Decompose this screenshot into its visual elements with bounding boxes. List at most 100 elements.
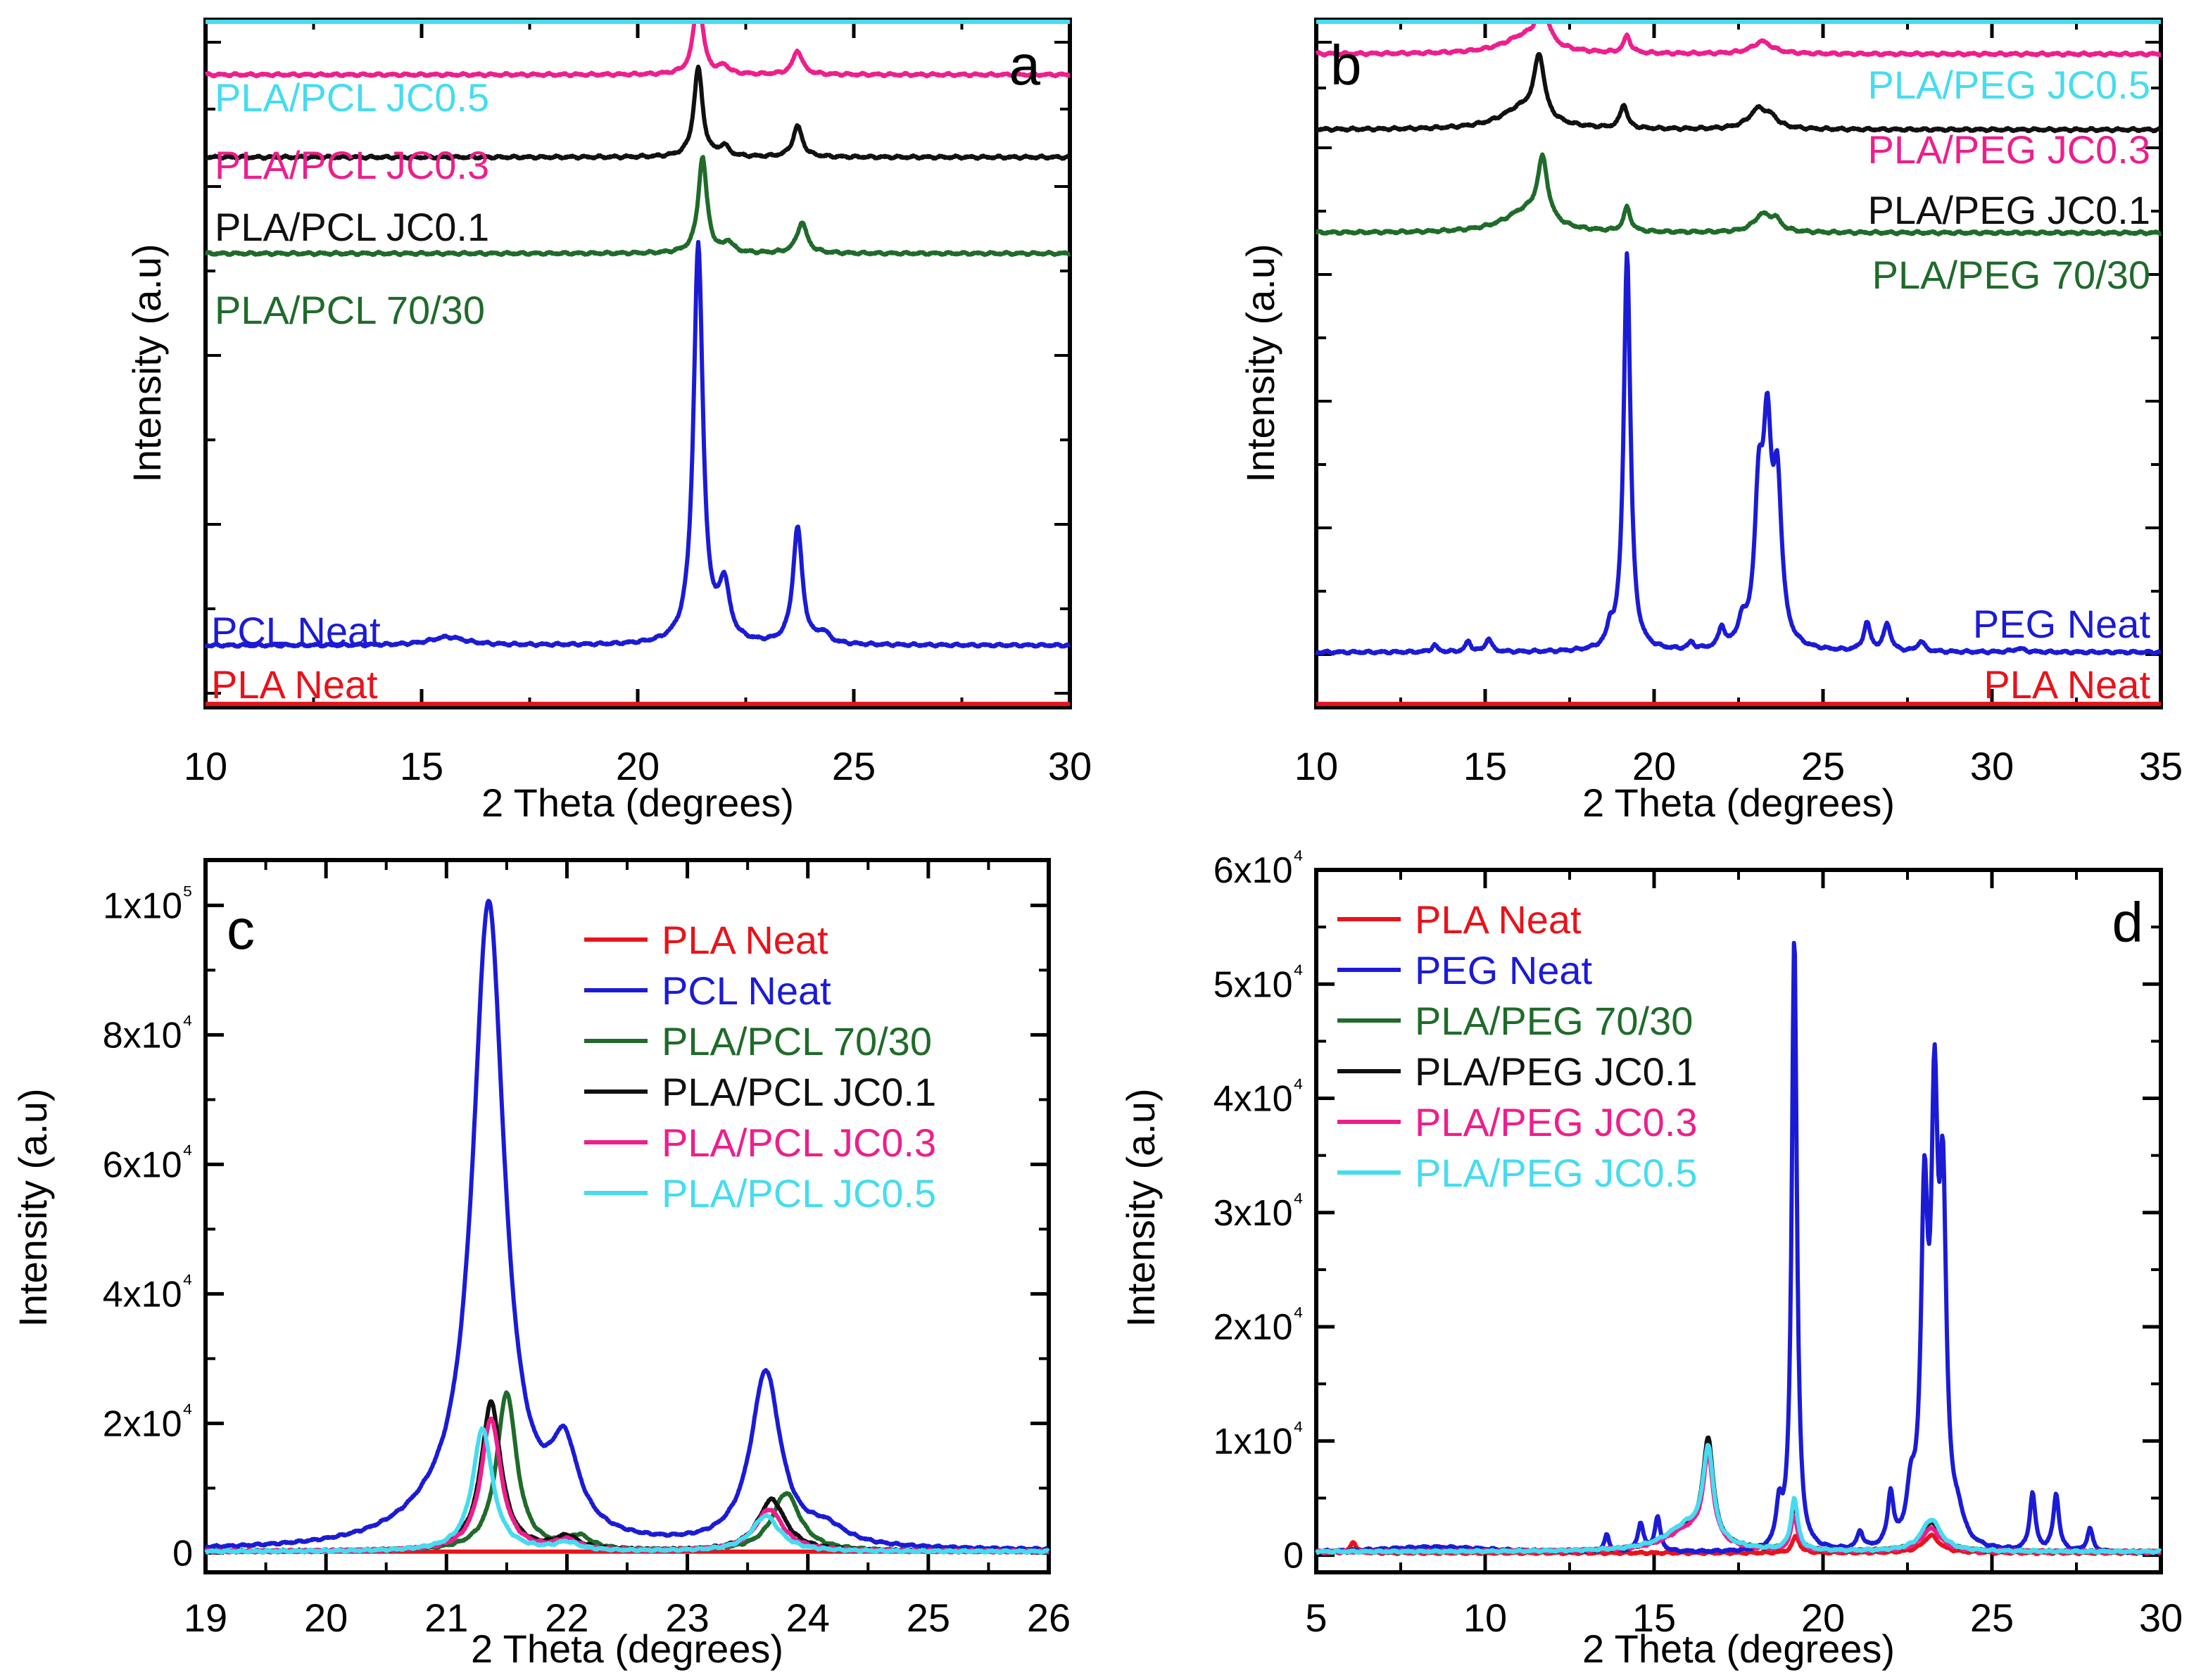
y-tick-label: 1x10⁴ <box>1213 1415 1304 1462</box>
x-tick-label: 30 <box>1970 744 2014 788</box>
x-tick-label: 10 <box>184 744 227 788</box>
panel-c: 19 20 21 22 23 24 25 26 0 2x10⁴ 4x10⁴ 6x10⁴ 8x10⁴ 1x1… <box>11 858 1071 1671</box>
x-tick-label: 20 <box>1801 1596 1845 1640</box>
x-tick-label: 20 <box>304 1596 348 1640</box>
series-line-pla-peg-jc0-5 <box>1315 1443 2162 1555</box>
x-tick-label: 20 <box>1632 744 1676 788</box>
legend-label-pla-peg-jc0-1: PLA/PEG JC0.1 <box>1415 1049 1698 1094</box>
panel-d: 5 10 15 20 25 30 0 1x10⁴ 2x10⁴ 3x10⁴ 4x10⁴ 5x10⁴ 6x1… <box>1118 844 2183 1671</box>
x-tick-label: 25 <box>1970 1596 2014 1640</box>
panel-a: 10 15 20 25 30 a 2 Theta (degrees) Intensity… <box>125 18 1092 825</box>
y-tick-label: 0 <box>1283 1536 1304 1577</box>
x-tick-label: 24 <box>786 1596 830 1640</box>
series-line-pla-pcl-jc0-3 <box>204 1416 1050 1555</box>
x-tick-label: 22 <box>545 1596 588 1640</box>
panel-d-y-axis-label: Intensity (a.u) <box>1118 1088 1163 1327</box>
legend-label-peg-neat: PEG Neat <box>1415 948 1593 992</box>
x-tick-label: 21 <box>424 1596 468 1640</box>
panel-a-label-pla-7030: PLA/PCL 70/30 <box>215 288 485 332</box>
legend-label-pla-pcl-jc0-1: PLA/PCL JC0.1 <box>662 1070 936 1114</box>
panel-b: 10 15 20 25 30 35 b 2 Theta (degrees) Intensi… <box>1238 18 2183 825</box>
x-tick-label: 30 <box>1048 744 1092 788</box>
panel-b-x-axis-label: 2 Theta (degrees) <box>1582 781 1895 825</box>
panel-d-series <box>1315 940 2162 1557</box>
panel-d-tick-labels: 5 10 15 20 25 30 0 1x10⁴ 2x10⁴ 3x10⁴ 4x10⁴ 5x10⁴ 6x1… <box>1213 844 2183 1640</box>
series-line-pla-pcl-jc0-5 <box>204 1426 1050 1555</box>
x-tick-label: 25 <box>1801 744 1845 788</box>
x-tick-label: 15 <box>1632 1596 1676 1640</box>
panel-a-label-pla-jc01: PLA/PCL JC0.1 <box>215 205 489 249</box>
y-tick-label: 6x10⁴ <box>1213 844 1304 891</box>
y-tick-label: 0 <box>172 1533 193 1574</box>
panel-a-label-pla-jc03: PLA/PCL JC0.3 <box>215 143 489 187</box>
legend-label-pla-pcl-jc0-3: PLA/PCL JC0.3 <box>662 1120 936 1165</box>
panel-b-label-peg-neat: PEG Neat <box>1973 602 2151 646</box>
panel-c-legend: PLA Neat PCL Neat PLA/PCL 70/30 PLA/PCL JC0… <box>584 918 936 1215</box>
panel-a-x-tick-labels: 10 15 20 25 30 <box>184 744 1092 788</box>
panel-b-x-tick-labels: 10 15 20 25 30 35 <box>1294 744 2183 788</box>
y-tick-label: 3x10⁴ <box>1213 1187 1304 1234</box>
panel-a-letter: a <box>1009 34 1041 96</box>
x-tick-label: 20 <box>616 744 660 788</box>
x-tick-label: 15 <box>400 744 443 788</box>
panel-c-frame <box>203 858 1051 1574</box>
panel-d-letter: d <box>2112 891 2144 954</box>
legend-label-pla-peg-70-30: PLA/PEG 70/30 <box>1415 999 1693 1043</box>
panel-a-frame <box>203 18 1072 709</box>
y-tick-label: 4x10⁴ <box>1213 1073 1304 1120</box>
panel-c-tick-labels: 19 20 21 22 23 24 25 26 0 2x10⁴ 4x10⁴ 6x10⁴ 8x10⁴ 1x1… <box>103 879 1071 1640</box>
panel-d-legend: PLA Neat PEG Neat PLA/PEG 70/30 PLA/PEG JC0… <box>1337 897 1698 1195</box>
series-line-pla-pcl-70-30 <box>204 155 1071 258</box>
y-tick-label: 1x10⁵ <box>103 879 193 926</box>
panel-c-x-axis-label: 2 Theta (degrees) <box>471 1627 783 1671</box>
legend-label-pla-neat: PLA Neat <box>1415 897 1582 942</box>
legend-label-pla-peg-jc0-3: PLA/PEG JC0.3 <box>1415 1100 1698 1144</box>
panel-b-label-peg-jc01: PLA/PEG JC0.1 <box>1867 188 2150 232</box>
y-tick-label: 6x10⁴ <box>103 1138 193 1185</box>
panel-a-y-axis-label: Intensity (a.u) <box>125 244 169 482</box>
panel-a-x-axis-label: 2 Theta (degrees) <box>481 781 794 825</box>
panel-b-y-axis-label: Intensity (a.u) <box>1238 244 1282 482</box>
series-line-peg-neat <box>1314 251 2162 656</box>
x-tick-label: 35 <box>2139 744 2183 788</box>
panel-b-label-peg-jc03: PLA/PEG JC0.3 <box>1867 127 2150 172</box>
x-tick-label: 26 <box>1027 1596 1071 1640</box>
legend-label-pla-neat: PLA Neat <box>662 918 828 962</box>
legend-label-pla-pcl-70-30: PLA/PCL 70/30 <box>662 1019 932 1063</box>
legend-label-pla-pcl-jc0-5: PLA/PCL JC0.5 <box>662 1171 936 1215</box>
panel-b-label-peg-7030: PLA/PEG 70/30 <box>1872 253 2150 297</box>
x-tick-label: 10 <box>1294 744 1338 788</box>
panel-a-ticks <box>203 20 1072 707</box>
panel-a-series <box>203 20 1071 707</box>
y-tick-label: 4x10⁴ <box>103 1268 193 1315</box>
x-tick-label: 25 <box>832 744 876 788</box>
panel-c-y-axis-label: Intensity (a.u) <box>11 1088 55 1327</box>
series-line-peg-neat <box>1315 940 2162 1555</box>
panel-c-letter: c <box>227 898 255 961</box>
panel-b-series <box>1314 20 2162 707</box>
series-line-pla-pcl-jc0-1 <box>204 64 1071 161</box>
panel-d-x-axis-label: 2 Theta (degrees) <box>1582 1627 1895 1671</box>
series-line-pla-peg-70-30 <box>1315 152 2162 236</box>
panel-b-label-pla-neat: PLA Neat <box>1984 662 2150 707</box>
series-line-pla-peg-jc0-3 <box>1315 20 2162 58</box>
legend-label-pcl-neat: PCL Neat <box>662 968 831 1013</box>
x-tick-label: 5 <box>1305 1596 1327 1640</box>
x-tick-label: 15 <box>1463 744 1507 788</box>
legend-label-pla-peg-jc0-5: PLA/PEG JC0.5 <box>1415 1151 1698 1195</box>
y-tick-label: 2x10⁴ <box>1213 1301 1304 1348</box>
y-tick-label: 2x10⁴ <box>103 1397 193 1444</box>
series-line-pcl-neat <box>204 899 1050 1553</box>
x-tick-label: 10 <box>1463 1596 1507 1640</box>
panel-a-label-pcl-neat: PCL Neat <box>211 609 381 653</box>
x-tick-label: 23 <box>665 1596 709 1640</box>
panel-c-series <box>204 899 1050 1555</box>
x-tick-label: 19 <box>184 1596 227 1640</box>
series-line-pla-peg-jc0-1 <box>1315 51 2162 134</box>
x-tick-label: 25 <box>907 1596 950 1640</box>
panel-a-label-pla-jc05: PLA/PCL JC0.5 <box>215 75 489 120</box>
y-tick-label: 8x10⁴ <box>103 1009 193 1056</box>
panel-b-letter: b <box>1330 34 1362 96</box>
y-tick-label: 5x10⁴ <box>1213 958 1304 1005</box>
